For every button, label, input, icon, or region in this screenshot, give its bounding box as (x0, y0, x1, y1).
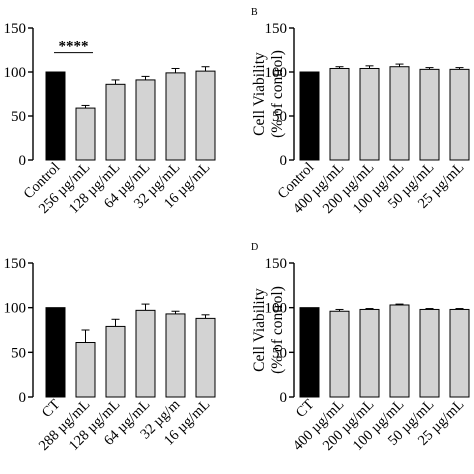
y-tick-label: 0 (280, 153, 288, 169)
bar (45, 307, 66, 398)
panel-letter: D (251, 242, 258, 253)
bar (449, 68, 470, 161)
bar (75, 107, 96, 161)
y-axis-title: Cell Viability (251, 52, 268, 136)
y-axis-title: (% of control) (269, 286, 286, 374)
y-tick-label: 0 (19, 390, 27, 406)
bar (299, 307, 320, 398)
bar (419, 68, 440, 161)
bar (449, 308, 470, 398)
y-tick-label: 100 (265, 65, 288, 81)
bar (135, 79, 156, 161)
y-tick-label: 50 (11, 109, 26, 125)
category-label: CT (293, 396, 318, 421)
bar (359, 67, 380, 161)
y-tick-label: 150 (265, 21, 288, 37)
panel-letter: B (251, 7, 258, 18)
bar (45, 71, 66, 161)
bar (165, 72, 186, 161)
bar (329, 310, 350, 398)
bar (135, 309, 156, 398)
bar (105, 325, 126, 398)
y-tick-label: 50 (272, 345, 287, 361)
y-tick-label: 150 (4, 21, 27, 37)
bar (105, 83, 126, 161)
y-tick-label: 100 (4, 65, 27, 81)
y-tick-label: 0 (280, 390, 288, 406)
y-axis-title: (% of control) (269, 50, 286, 138)
significance-stars: **** (59, 39, 89, 55)
y-tick-label: 50 (272, 109, 287, 125)
bar (329, 67, 350, 161)
y-tick-label: 100 (265, 301, 288, 317)
bar (359, 308, 380, 398)
bar (195, 317, 216, 398)
y-tick-label: 100 (4, 301, 27, 317)
bar (389, 66, 410, 161)
bar (75, 342, 96, 398)
bar (299, 71, 320, 161)
bar (419, 308, 440, 398)
y-axis-title: Cell Viability (251, 288, 268, 372)
category-label: CT (39, 396, 64, 421)
y-tick-label: 150 (265, 256, 288, 272)
y-tick-label: 0 (19, 153, 27, 169)
bar (165, 313, 186, 398)
bar (389, 304, 410, 398)
bar (195, 70, 216, 161)
y-tick-label: 50 (11, 345, 26, 361)
y-tick-label: 150 (4, 256, 27, 272)
